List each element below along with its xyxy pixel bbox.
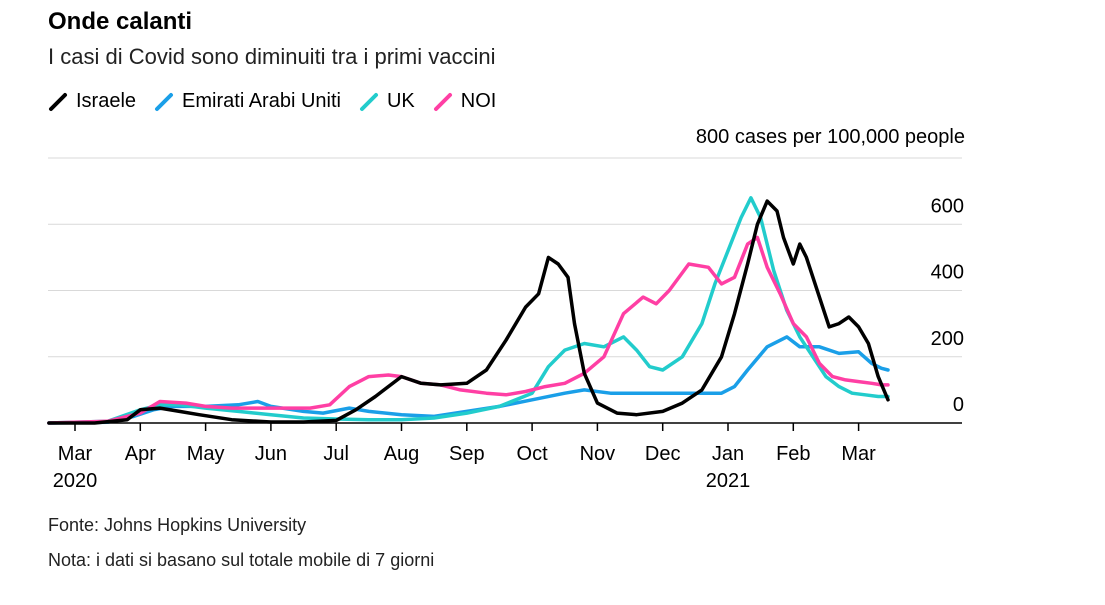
x-tick-label: Feb	[776, 443, 810, 465]
legend-swatch-noi	[433, 92, 452, 111]
x-tick-year-label: 2020	[53, 470, 98, 492]
y-tick-label: 400	[931, 262, 964, 284]
legend-label-israele: Israele	[76, 90, 137, 112]
series-line-israele	[47, 199, 890, 425]
legend-item-noi: NOI	[433, 90, 497, 113]
y-tick-label: 0	[953, 394, 964, 416]
chart-subtitle: I casi di Covid sono diminuiti tra i pri…	[48, 44, 496, 69]
legend-label-uae: Emirati Arabi Uniti	[182, 90, 341, 112]
legend-swatch-israele	[49, 92, 67, 111]
x-tick-label: Jun	[255, 443, 287, 465]
chart-title: Onde calanti	[48, 8, 193, 35]
x-tick-label: Nov	[580, 443, 616, 465]
x-tick-label: Mar	[58, 443, 93, 465]
x-tick-label: Sep	[449, 443, 485, 465]
series-line-emirati-arabi-uniti	[47, 335, 890, 425]
legend-item-uae: Emirati Arabi Uniti	[154, 90, 341, 113]
x-tick-label: Dec	[645, 443, 681, 465]
legend-label-noi: NOI	[460, 90, 497, 112]
data-note: Nota: i dati si basano sul totale mobile…	[48, 550, 435, 570]
source-note: Fonte: Johns Hopkins University	[48, 515, 307, 535]
legend-item-uk: UK	[359, 90, 415, 113]
y-tick-label: 600	[931, 195, 964, 217]
series-line-noi	[47, 235, 890, 425]
x-tick-label: Mar	[841, 443, 876, 465]
legend-swatch-uk	[359, 92, 378, 111]
x-tick-label: Jan	[712, 443, 744, 465]
legend-item-israele: Israele	[48, 90, 136, 113]
x-tick-label: Apr	[125, 443, 156, 465]
legend-label-uk: UK	[386, 90, 415, 112]
legend-swatch-uae	[155, 92, 174, 111]
y-tick-label: 200	[931, 328, 964, 350]
x-tick-label: May	[187, 443, 225, 465]
legend: Israele Emirati Arabi Uniti UK NOI	[48, 90, 514, 113]
series-line-uk	[47, 196, 890, 425]
x-tick-label: Jul	[323, 443, 349, 465]
x-tick-label: Aug	[384, 443, 420, 465]
x-tick-label: Oct	[517, 443, 549, 465]
x-tick-year-label: 2021	[706, 470, 751, 492]
unit-label: 800 cases per 100,000 people	[695, 126, 965, 148]
